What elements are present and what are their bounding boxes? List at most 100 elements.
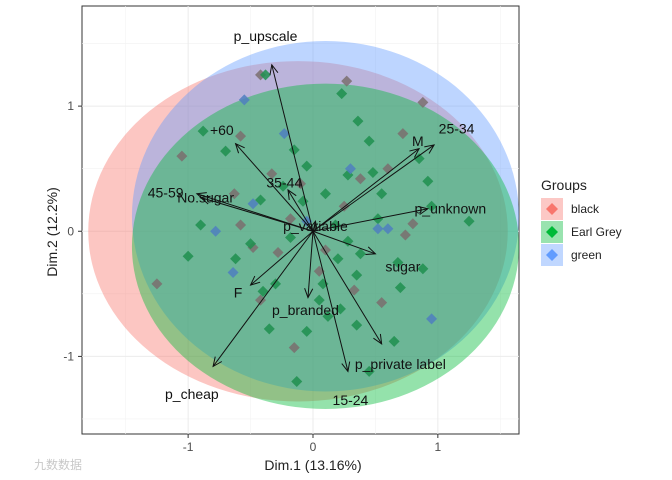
point-earl-grey xyxy=(363,365,375,377)
point-black xyxy=(417,96,429,108)
axes: -1 0 1 -1 0 1 xyxy=(63,99,441,454)
point-black xyxy=(376,297,388,309)
point-earl-grey xyxy=(245,238,257,250)
individual-points xyxy=(151,69,475,387)
legend-item-green: green xyxy=(541,244,602,266)
legend-symbol-black xyxy=(546,203,558,215)
label-p-branded: p_branded xyxy=(272,302,339,318)
x-axis-title: Dim.1 (13.16%) xyxy=(264,457,361,473)
legend-label-earl-grey: Earl Grey xyxy=(571,225,622,239)
point-black xyxy=(255,294,267,306)
point-earl-grey xyxy=(417,263,429,275)
point-black xyxy=(151,278,163,290)
point-earl-grey xyxy=(285,232,297,244)
x-tick-label: 1 xyxy=(434,440,441,454)
legend: Groups black Earl Grey green xyxy=(541,177,622,266)
point-earl-grey xyxy=(291,375,303,387)
point-green xyxy=(426,313,438,325)
point-black xyxy=(228,188,240,200)
point-earl-grey xyxy=(354,248,366,260)
point-earl-grey xyxy=(342,235,354,247)
point-earl-grey xyxy=(363,135,375,147)
label-no-sugar: No.sugar xyxy=(177,189,234,205)
legend-label-green: green xyxy=(571,248,602,262)
panel-background xyxy=(81,5,520,435)
variable-arrows xyxy=(195,63,436,373)
label-p-unknown: p_unknown xyxy=(415,201,487,217)
legend-item-earl-grey: Earl Grey xyxy=(541,221,622,243)
point-earl-grey xyxy=(197,125,209,137)
point-black xyxy=(235,130,247,142)
arrow-no-sugar xyxy=(199,195,314,232)
point-earl-grey xyxy=(413,153,425,165)
point-earl-grey xyxy=(255,194,267,206)
point-earl-grey xyxy=(288,144,300,156)
point-green xyxy=(210,225,222,237)
point-earl-grey xyxy=(301,160,313,172)
arrow--60 xyxy=(234,142,314,232)
x-tick-label: -1 xyxy=(183,440,194,454)
point-black xyxy=(176,150,188,162)
arrow-p-upscale xyxy=(269,63,314,232)
point-earl-grey xyxy=(270,278,282,290)
legend-symbol-green xyxy=(546,249,558,261)
point-earl-grey xyxy=(277,180,289,192)
plot-panel xyxy=(81,5,520,435)
point-earl-grey xyxy=(230,253,242,265)
legend-label-black: black xyxy=(571,202,600,216)
point-earl-grey xyxy=(422,175,434,187)
point-black xyxy=(272,247,284,259)
point-green xyxy=(238,94,250,106)
ellipse-green xyxy=(131,41,519,392)
label-f: F xyxy=(234,285,243,301)
label-45-59: 45-59 xyxy=(148,184,184,200)
point-green xyxy=(344,163,356,175)
arrow-p-unknown xyxy=(312,206,430,232)
point-black xyxy=(399,229,411,241)
label--60: +60 xyxy=(210,122,234,138)
point-earl-grey xyxy=(322,310,334,322)
arrow-sugar xyxy=(312,230,377,256)
point-earl-grey xyxy=(334,303,346,315)
point-earl-grey xyxy=(392,257,404,269)
point-earl-grey xyxy=(367,166,379,178)
point-green xyxy=(278,128,290,140)
point-black xyxy=(341,75,353,87)
x-tick-label: 0 xyxy=(310,440,317,454)
point-black xyxy=(295,178,306,190)
point-earl-grey xyxy=(257,285,269,297)
point-earl-grey xyxy=(260,69,272,81)
point-earl-grey xyxy=(301,325,313,337)
point-black xyxy=(354,173,366,185)
point-earl-grey xyxy=(182,250,194,262)
point-earl-grey xyxy=(195,219,207,231)
y-tick-label: 0 xyxy=(67,224,74,238)
point-black xyxy=(266,168,278,180)
point-earl-grey xyxy=(220,145,232,157)
point-earl-grey xyxy=(426,200,438,212)
arrow-35-44 xyxy=(287,188,314,232)
point-earl-grey xyxy=(319,188,331,200)
y-tick-label: -1 xyxy=(63,349,74,363)
point-earl-grey xyxy=(313,294,325,306)
legend-title: Groups xyxy=(541,177,587,193)
ellipse-black xyxy=(88,61,508,402)
label-25-34: 25-34 xyxy=(439,121,475,137)
arrow-f xyxy=(249,230,314,286)
label-15-24: 15-24 xyxy=(333,392,369,408)
point-earl-grey xyxy=(351,269,363,281)
label-sugar: sugar xyxy=(385,258,420,274)
arrow-25-34 xyxy=(312,144,436,232)
arrow-p-cheap xyxy=(212,230,314,368)
point-green xyxy=(372,223,384,235)
point-earl-grey xyxy=(388,335,400,347)
point-earl-grey xyxy=(394,282,406,294)
point-earl-grey xyxy=(351,319,363,331)
point-black xyxy=(348,284,360,296)
point-earl-grey xyxy=(352,115,364,127)
point-black xyxy=(288,342,300,354)
point-green xyxy=(382,223,394,235)
point-earl-grey xyxy=(332,253,344,265)
